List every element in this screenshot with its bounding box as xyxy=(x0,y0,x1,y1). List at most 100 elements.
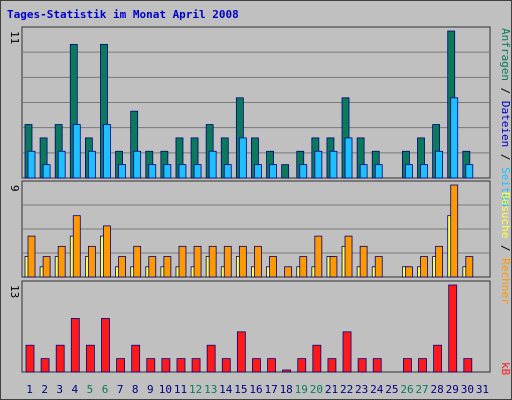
bar-2-0-7 xyxy=(116,358,125,373)
bar-0-1-17 xyxy=(269,164,277,179)
y-max-label: 11 xyxy=(8,31,21,44)
x-tick-label-7: 7 xyxy=(117,383,124,396)
x-tick-label-6: 6 xyxy=(102,383,109,396)
bar-2-0-3 xyxy=(55,344,65,373)
legend-separator: / xyxy=(499,238,512,258)
x-tick-label-11: 11 xyxy=(174,383,187,396)
legend-dateien: Dateien xyxy=(499,101,512,147)
bar-1-1-4 xyxy=(72,215,81,278)
bar-0-1-4 xyxy=(72,124,81,179)
panel-box xyxy=(21,280,491,373)
bar-0-1-21 xyxy=(329,150,338,179)
bars-group xyxy=(24,30,474,373)
bar-2-0-29 xyxy=(448,284,458,373)
bar-2-0-19 xyxy=(297,358,307,373)
bar-1-1-22 xyxy=(344,235,353,278)
bar-2-0-4 xyxy=(70,318,80,373)
x-tick-label-4: 4 xyxy=(72,383,79,396)
bar-1-1-15 xyxy=(238,245,247,278)
x-tick-label-19: 19 xyxy=(295,383,308,396)
bar-0-1-22 xyxy=(344,137,353,179)
legend-kb: kB xyxy=(499,362,512,376)
legend-seiten: Seiten xyxy=(499,167,512,207)
x-tick-label-16: 16 xyxy=(249,383,262,396)
x-tick-label-30: 30 xyxy=(461,383,474,396)
bar-1-1-23 xyxy=(359,245,368,278)
bar-2-0-24 xyxy=(372,358,382,373)
bar-2-0-22 xyxy=(342,331,352,373)
bar-0-1-13 xyxy=(208,150,217,179)
bar-0-1-5 xyxy=(87,150,96,179)
x-axis-labels: 1 2 3 4 5 6 7 8 9 10 11 12 13 14 15 16 17 18 19 20 21 22 23 24 2… xyxy=(26,383,489,396)
legend-rechner: Rechner xyxy=(499,258,512,305)
panels-group xyxy=(21,26,491,373)
bar-2-0-18 xyxy=(282,369,292,373)
legend-kb-label: kB xyxy=(499,362,512,376)
y-axis-labels: 11 9 13 xyxy=(8,31,21,298)
x-tick-label-2: 2 xyxy=(41,383,48,396)
bar-1-1-28 xyxy=(435,245,444,278)
bar-0-1-10 xyxy=(163,164,172,179)
bar-2-0-30 xyxy=(463,358,473,373)
bar-0-1-30 xyxy=(465,164,474,179)
bar-2-0-11 xyxy=(176,358,186,373)
x-tick-label-14: 14 xyxy=(219,383,233,396)
bar-0-1-14 xyxy=(223,164,232,179)
bar-1-1-5 xyxy=(87,245,96,278)
bar-0-1-7 xyxy=(118,164,126,179)
bar-1-1-12 xyxy=(193,245,202,278)
bar-0-1-16 xyxy=(254,164,262,179)
bar-0-1-11 xyxy=(178,164,187,179)
bar-0-1-28 xyxy=(435,150,444,179)
bar-0-1-1 xyxy=(27,150,36,179)
x-tick-label-29: 29 xyxy=(446,383,459,396)
bar-2-0-8 xyxy=(131,344,141,373)
bar-1-1-24 xyxy=(374,256,383,278)
x-tick-label-27: 27 xyxy=(415,383,428,396)
bar-1-1-13 xyxy=(208,245,217,278)
bar-2-0-23 xyxy=(357,358,367,373)
bar-1-1-19 xyxy=(299,256,308,278)
x-tick-label-21: 21 xyxy=(325,383,338,396)
bar-1-1-2 xyxy=(42,256,51,278)
bar-0-1-20 xyxy=(314,150,323,179)
bar-2-0-6 xyxy=(101,318,110,373)
x-tick-label-13: 13 xyxy=(204,383,217,396)
bar-1-1-8 xyxy=(133,245,142,278)
bar-2-0-17 xyxy=(267,358,276,373)
bar-2-0-20 xyxy=(312,344,322,373)
bar-0-1-2 xyxy=(42,164,51,179)
bar-0-1-19 xyxy=(299,164,308,179)
x-tick-label-3: 3 xyxy=(56,383,63,396)
bar-1-1-6 xyxy=(103,225,111,278)
y-max-label: 9 xyxy=(8,185,21,192)
bar-1-1-10 xyxy=(163,256,172,278)
y-max-label: 13 xyxy=(8,285,21,298)
x-tick-label-26: 26 xyxy=(400,383,413,396)
bar-0-1-15 xyxy=(238,137,247,179)
bar-2-0-1 xyxy=(25,344,35,373)
bar-2-0-21 xyxy=(327,358,337,373)
bar-1-1-1 xyxy=(27,235,36,278)
bar-2-0-10 xyxy=(161,358,171,373)
bar-2-0-5 xyxy=(85,344,95,373)
bar-2-0-28 xyxy=(433,344,443,373)
bar-0-1-6 xyxy=(103,124,111,179)
bar-1-1-14 xyxy=(223,245,232,278)
bar-1-1-9 xyxy=(148,256,157,278)
x-tick-label-5: 5 xyxy=(87,383,94,396)
bar-1-1-21 xyxy=(329,256,338,278)
chart-title: Tages-Statistik im Monat April 2008 xyxy=(7,8,239,21)
bar-1-1-27 xyxy=(420,256,428,278)
bar-1-1-16 xyxy=(254,245,262,278)
bar-1-1-18 xyxy=(284,266,293,278)
bar-0-0-18 xyxy=(281,164,290,179)
x-tick-label-28: 28 xyxy=(431,383,444,396)
bar-0-1-12 xyxy=(193,164,202,179)
x-tick-label-8: 8 xyxy=(132,383,139,396)
x-tick-label-18: 18 xyxy=(280,383,293,396)
bar-1-1-26 xyxy=(405,266,413,278)
bar-0-1-3 xyxy=(57,150,66,179)
bar-1-1-17 xyxy=(269,256,277,278)
